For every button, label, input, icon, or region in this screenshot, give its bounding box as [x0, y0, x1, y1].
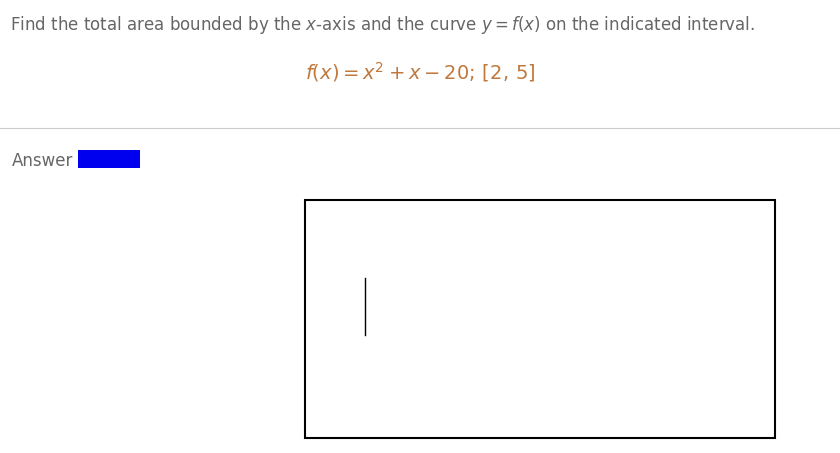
Bar: [78, 150, 140, 168]
Text: Find the total area bounded by the $x$-axis and the curve $y = f(x)$ on the indi: Find the total area bounded by the $x$-a…: [10, 14, 755, 36]
Text: Answer: Answer: [12, 152, 73, 170]
Text: $f(x) = x^2 + x - 20;\, [2,\, 5]$: $f(x) = x^2 + x - 20;\, [2,\, 5]$: [305, 60, 535, 84]
Bar: [305, 200, 775, 438]
